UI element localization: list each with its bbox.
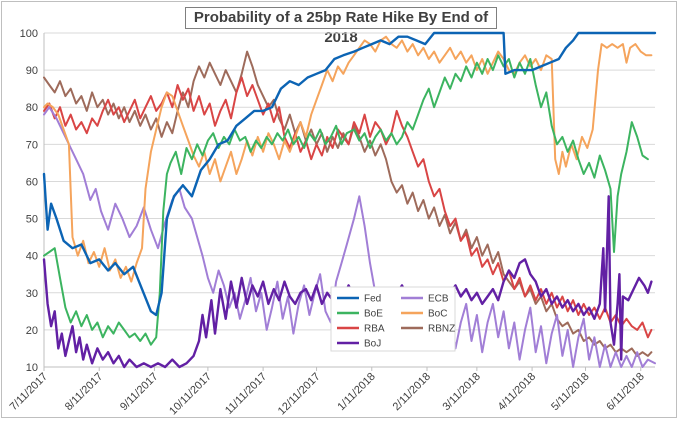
x-tick-label: 4/11/2018 bbox=[496, 371, 539, 414]
x-tick-label: 8/11/2017 bbox=[63, 371, 106, 414]
x-tick-label: 3/11/2018 bbox=[440, 371, 483, 414]
y-tick-label: 10 bbox=[26, 362, 38, 374]
legend-label-boe: BoE bbox=[364, 309, 383, 320]
series-line-rba bbox=[43, 76, 653, 339]
series-line-fed bbox=[42, 31, 657, 317]
x-tick-label: 6/11/2018 bbox=[604, 371, 647, 414]
x-tick-label: 2/11/2018 bbox=[391, 371, 434, 414]
x-tick-label: 7/11/2017 bbox=[8, 371, 51, 414]
legend-label-boc: BoC bbox=[428, 309, 447, 320]
x-tick-label: 12/11/2017 bbox=[276, 371, 323, 418]
legend-label-fed: Fed bbox=[364, 294, 381, 305]
x-tick-label: 9/11/2017 bbox=[118, 371, 161, 414]
series-line-boe bbox=[43, 54, 649, 346]
legend-label-ecb: ECB bbox=[428, 294, 449, 305]
legend-label-boj: BoJ bbox=[364, 339, 381, 350]
legend: Fed ECB BoE BoC RBA RBNZ BoJ bbox=[330, 286, 456, 352]
x-tick-label: 5/11/2018 bbox=[549, 371, 592, 414]
legend-label-rbnz: RBNZ bbox=[428, 324, 455, 335]
x-tick-label: 1/11/2018 bbox=[335, 371, 378, 414]
y-tick-label: 40 bbox=[26, 251, 38, 263]
y-tick-label: 90 bbox=[26, 65, 38, 77]
y-tick-label: 100 bbox=[20, 28, 38, 40]
y-tick-label: 20 bbox=[26, 325, 38, 337]
y-axis-ticks: 10 20 30 40 50 60 70 80 90 100 bbox=[20, 28, 38, 374]
series-line-ecb bbox=[43, 106, 656, 368]
x-tick-label: 11/11/2017 bbox=[223, 371, 269, 417]
y-tick-label: 80 bbox=[26, 102, 38, 114]
series-line-boc bbox=[43, 35, 653, 283]
y-tick-label: 60 bbox=[26, 176, 38, 188]
y-tick-label: 30 bbox=[26, 288, 38, 300]
y-tick-label: 70 bbox=[26, 139, 38, 151]
x-tick-label: 10/11/2017 bbox=[167, 371, 214, 418]
chart-title: Probability of a 25bp Rate Hike By End o… bbox=[185, 7, 497, 46]
legend-label-rba: RBA bbox=[364, 324, 385, 335]
y-tick-label: 50 bbox=[26, 214, 38, 226]
x-axis-ticks: 7/11/2017 8/11/2017 9/11/2017 10/11/2017 11/… bbox=[8, 367, 647, 417]
